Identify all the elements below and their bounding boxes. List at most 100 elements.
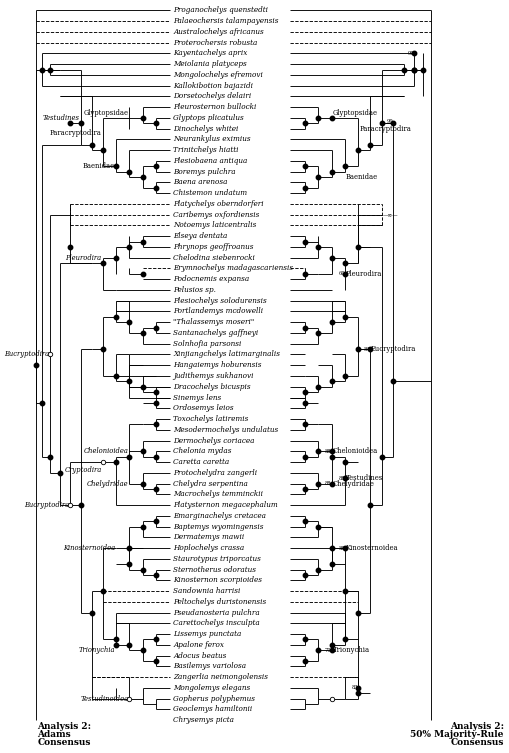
Text: Chelydridae: Chelydridae [87, 480, 128, 487]
Text: Carettochelys insculpta: Carettochelys insculpta [173, 619, 259, 627]
Text: Baenidae: Baenidae [345, 173, 377, 181]
Text: Basilemys variolosa: Basilemys variolosa [173, 663, 246, 670]
Text: Mongolochelys efremovi: Mongolochelys efremovi [173, 71, 263, 79]
Text: 83: 83 [351, 685, 357, 691]
Text: 88: 88 [338, 476, 344, 480]
Text: Kinosternon scorpioides: Kinosternon scorpioides [173, 576, 262, 584]
Text: —∞—: —∞— [382, 212, 398, 217]
Text: 88: 88 [324, 481, 331, 486]
Text: Eucryptodira: Eucryptodira [370, 345, 415, 353]
Text: Consensus: Consensus [37, 738, 91, 747]
Text: 50% Majority-Rule: 50% Majority-Rule [410, 730, 503, 739]
Text: 84: 84 [362, 346, 369, 352]
Text: Dermochelys coriacea: Dermochelys coriacea [173, 437, 254, 444]
Text: 88: 88 [338, 546, 344, 550]
Text: Plesiobaena antiqua: Plesiobaena antiqua [173, 157, 247, 165]
Text: Baenidae: Baenidae [83, 163, 115, 170]
Text: Kayentachelys aprix: Kayentachelys aprix [173, 50, 247, 57]
Text: Cryptodira: Cryptodira [64, 465, 101, 474]
Text: Mongolemys elegans: Mongolemys elegans [173, 684, 250, 692]
Text: Sternotherus odoratus: Sternotherus odoratus [173, 566, 256, 574]
Text: Chelydra serpentina: Chelydra serpentina [173, 480, 247, 487]
Text: Ordosemys leios: Ordosemys leios [173, 404, 233, 412]
Text: Proganochelys quenstedti: Proganochelys quenstedti [173, 6, 268, 14]
Text: Platysternon megacephalum: Platysternon megacephalum [173, 501, 277, 509]
Text: Chelonioidea: Chelonioidea [332, 447, 377, 456]
Text: Glyptops plicatulus: Glyptops plicatulus [173, 114, 243, 122]
Text: Judithemys sukhanovi: Judithemys sukhanovi [173, 372, 253, 380]
Text: Kallokibotion bajazidi: Kallokibotion bajazidi [173, 81, 252, 90]
Text: 99: 99 [407, 51, 414, 56]
Text: Trinitchelys hiatti: Trinitchelys hiatti [173, 146, 238, 154]
Text: Chelonioidea: Chelonioidea [83, 447, 128, 456]
Text: "Thalassemys moseri": "Thalassemys moseri" [173, 319, 254, 326]
Text: Hoplochelys crassa: Hoplochelys crassa [173, 544, 244, 552]
Text: Testudines: Testudines [345, 474, 382, 482]
Text: Podocnemis expansa: Podocnemis expansa [173, 275, 249, 283]
Text: Lissemys punctata: Lissemys punctata [173, 630, 241, 638]
Text: Meiolania platyceps: Meiolania platyceps [173, 60, 246, 69]
Text: Xinjiangchelys latimarginalis: Xinjiangchelys latimarginalis [173, 350, 279, 358]
Text: Sandownia harrisi: Sandownia harrisi [173, 587, 240, 595]
Text: Platychelys oberndorferi: Platychelys oberndorferi [173, 200, 263, 208]
Text: Boremys pulchra: Boremys pulchra [173, 168, 235, 175]
Text: Kinosternoidea: Kinosternoidea [345, 544, 398, 552]
Text: Dinochelys whitei: Dinochelys whitei [173, 125, 238, 133]
Text: Elseya dentata: Elseya dentata [173, 232, 227, 240]
Text: 70: 70 [324, 648, 331, 653]
Text: Proterochersis robusta: Proterochersis robusta [173, 38, 257, 47]
Text: Apalone ferox: Apalone ferox [173, 641, 223, 649]
Text: Peltochelys duristonensis: Peltochelys duristonensis [173, 598, 266, 606]
Text: Testudines: Testudines [43, 114, 79, 122]
Text: Sinemys lens: Sinemys lens [173, 394, 221, 401]
Text: Solnhofia parsonsi: Solnhofia parsonsi [173, 340, 241, 348]
Text: Consensus: Consensus [449, 738, 503, 747]
Text: Baptemys wyomingensis: Baptemys wyomingensis [173, 523, 263, 531]
Text: Hangaiemys hoburensis: Hangaiemys hoburensis [173, 361, 261, 369]
Text: Pleurosternon bullocki: Pleurosternon bullocki [173, 103, 256, 111]
Text: Dracochelys bicuspis: Dracochelys bicuspis [173, 383, 250, 391]
Text: Glyptopsidae: Glyptopsidae [332, 108, 377, 117]
Text: Gopherus polyphemus: Gopherus polyphemus [173, 694, 254, 703]
Text: Emarginachelys cretacea: Emarginachelys cretacea [173, 512, 266, 520]
Text: Pleurodira: Pleurodira [66, 254, 101, 262]
Text: Baena arenosa: Baena arenosa [173, 178, 227, 187]
Text: Trionychia: Trionychia [332, 646, 369, 654]
Text: Analysis 2:: Analysis 2: [37, 721, 92, 730]
Text: Pleurodira: Pleurodira [345, 270, 381, 278]
Text: Notoemys laticentralis: Notoemys laticentralis [173, 221, 256, 230]
Text: Erymnochelys madagascariensis: Erymnochelys madagascariensis [173, 264, 293, 273]
Text: 88: 88 [324, 449, 331, 454]
Text: Caribemys oxfordiensis: Caribemys oxfordiensis [173, 211, 259, 218]
Text: Plesiochelys solodurensis: Plesiochelys solodurensis [173, 297, 266, 305]
Text: Dorsetochelys delairi: Dorsetochelys delairi [173, 93, 251, 100]
Text: Palaeochersis talampayensis: Palaeochersis talampayensis [173, 17, 278, 25]
Text: Chelonia mydas: Chelonia mydas [173, 447, 231, 456]
Text: Santanachelys gaffneyi: Santanachelys gaffneyi [173, 329, 258, 337]
Text: Dermatemys mawii: Dermatemys mawii [173, 533, 244, 541]
Text: Paracryptodira: Paracryptodira [50, 129, 101, 136]
Text: Chrysemys picta: Chrysemys picta [173, 716, 234, 724]
Text: Portlandemys mcdowelli: Portlandemys mcdowelli [173, 307, 263, 316]
Text: Macrochelys temminckii: Macrochelys temminckii [173, 490, 263, 498]
Text: Pseudanosteria pulchra: Pseudanosteria pulchra [173, 608, 259, 617]
Text: Geoclemys hamiltonii: Geoclemys hamiltonii [173, 706, 252, 713]
Text: Mesodermochelys undulatus: Mesodermochelys undulatus [173, 425, 278, 434]
Text: Australochelys africanus: Australochelys africanus [173, 28, 263, 36]
Text: Chelydridae: Chelydridae [332, 480, 374, 487]
Text: Kinosternoidea: Kinosternoidea [63, 544, 115, 552]
Text: Staurotypus triporcatus: Staurotypus triporcatus [173, 555, 261, 562]
Text: Glyptopsidae: Glyptopsidae [83, 108, 128, 117]
Text: Neurankylus eximius: Neurankylus eximius [173, 136, 250, 143]
Text: Chistemon undatum: Chistemon undatum [173, 189, 247, 197]
Text: Eucryptodira: Eucryptodira [24, 501, 69, 509]
Text: Phrynops geoffroanus: Phrynops geoffroanus [173, 243, 253, 251]
Text: Paracryptodira: Paracryptodira [358, 125, 410, 133]
Text: Trionychia: Trionychia [78, 646, 115, 654]
Text: Zangerlia neimongolensis: Zangerlia neimongolensis [173, 673, 268, 681]
Text: Caretta caretta: Caretta caretta [173, 458, 229, 466]
Text: Chelodina siebenrocki: Chelodina siebenrocki [173, 254, 254, 262]
Text: Testudinoidea: Testudinoidea [80, 694, 128, 703]
Text: Protochelydra zangerli: Protochelydra zangerli [173, 469, 257, 477]
Text: Toxochelys latiremis: Toxochelys latiremis [173, 415, 248, 423]
